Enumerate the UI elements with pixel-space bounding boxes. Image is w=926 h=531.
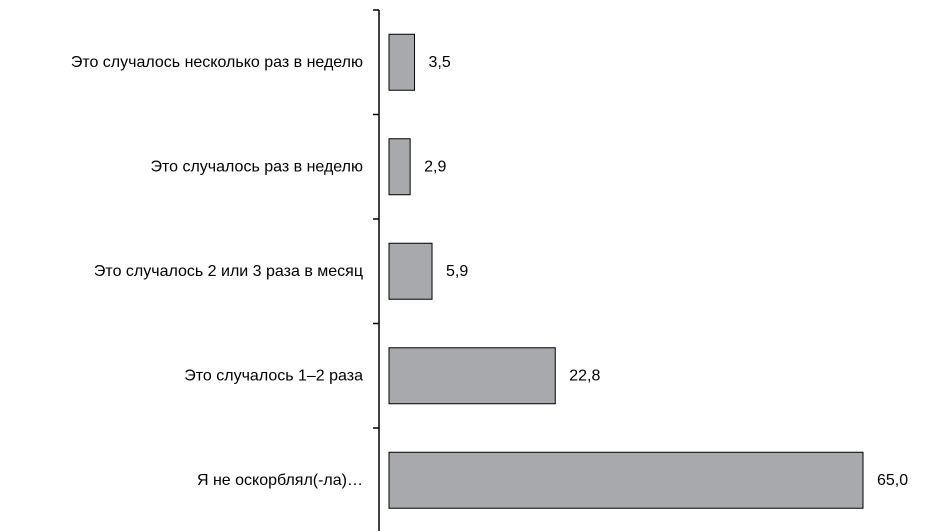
category-label: Это случалось несколько раз в неделю xyxy=(71,54,363,71)
value-label: 65,0 xyxy=(877,472,908,489)
value-label: 3,5 xyxy=(429,54,451,71)
bar xyxy=(388,347,556,405)
category-label: Я не оскорблял(-ла)… xyxy=(197,472,363,489)
value-label: 22,8 xyxy=(569,367,600,384)
bar xyxy=(388,451,864,509)
category-label: Это случалось 2 или 3 раза в месяц xyxy=(94,263,363,280)
bar xyxy=(388,138,411,196)
category-label: Это случалось раз в неделю xyxy=(150,158,363,175)
value-label: 2,9 xyxy=(424,158,446,175)
category-label: Это случалось 1–2 раза xyxy=(184,367,363,384)
value-label: 5,9 xyxy=(446,263,468,280)
bar xyxy=(388,242,433,300)
bar xyxy=(388,33,416,91)
